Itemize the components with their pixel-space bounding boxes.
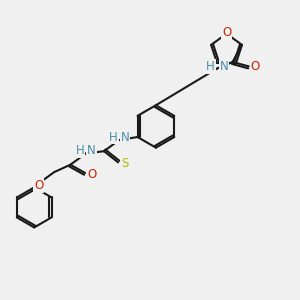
Text: O: O xyxy=(87,168,96,181)
Text: N: N xyxy=(220,60,228,73)
Text: N: N xyxy=(121,130,130,143)
Text: S: S xyxy=(121,157,128,170)
Text: H: H xyxy=(206,60,215,73)
Text: N: N xyxy=(87,144,96,157)
Text: O: O xyxy=(222,26,231,39)
Text: H: H xyxy=(76,144,84,157)
Text: O: O xyxy=(250,60,260,73)
Text: O: O xyxy=(34,179,43,192)
Text: H: H xyxy=(109,130,118,143)
